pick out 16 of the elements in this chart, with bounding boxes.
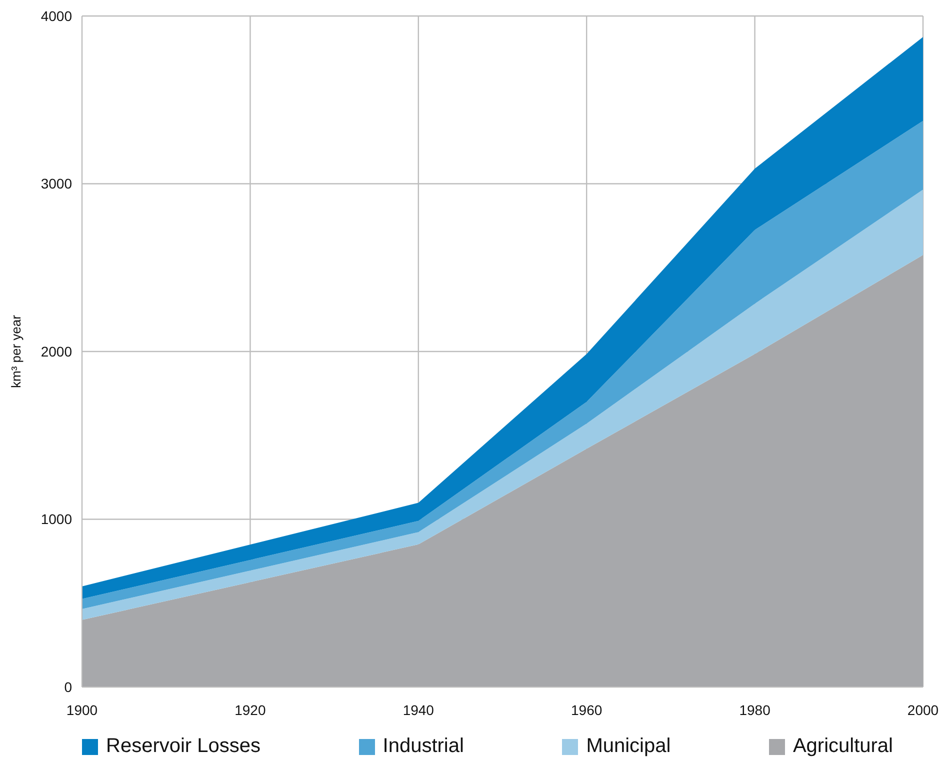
x-tick-label: 1940 [402, 702, 434, 718]
x-tick-label: 1980 [739, 702, 771, 718]
x-tick-label: 2000 [907, 702, 939, 718]
legend-label: Agricultural [792, 735, 893, 758]
y-tick-label: 4000 [40, 8, 72, 24]
y-tick-label: 2000 [40, 343, 72, 360]
legend-label: Reservoir Losses [106, 735, 261, 758]
y-tick-label: 1000 [40, 511, 72, 528]
x-tick-label: 1900 [66, 702, 98, 718]
x-tick-label: 1960 [571, 702, 602, 718]
x-tick-label: 1920 [234, 702, 266, 718]
y-axis-title: km³ per year [8, 314, 24, 388]
y-tick-label: 3000 [40, 176, 72, 192]
legend-label: Municipal [586, 735, 671, 758]
y-tick-label: 0 [64, 678, 72, 695]
legend-label: Industrial [382, 735, 464, 758]
